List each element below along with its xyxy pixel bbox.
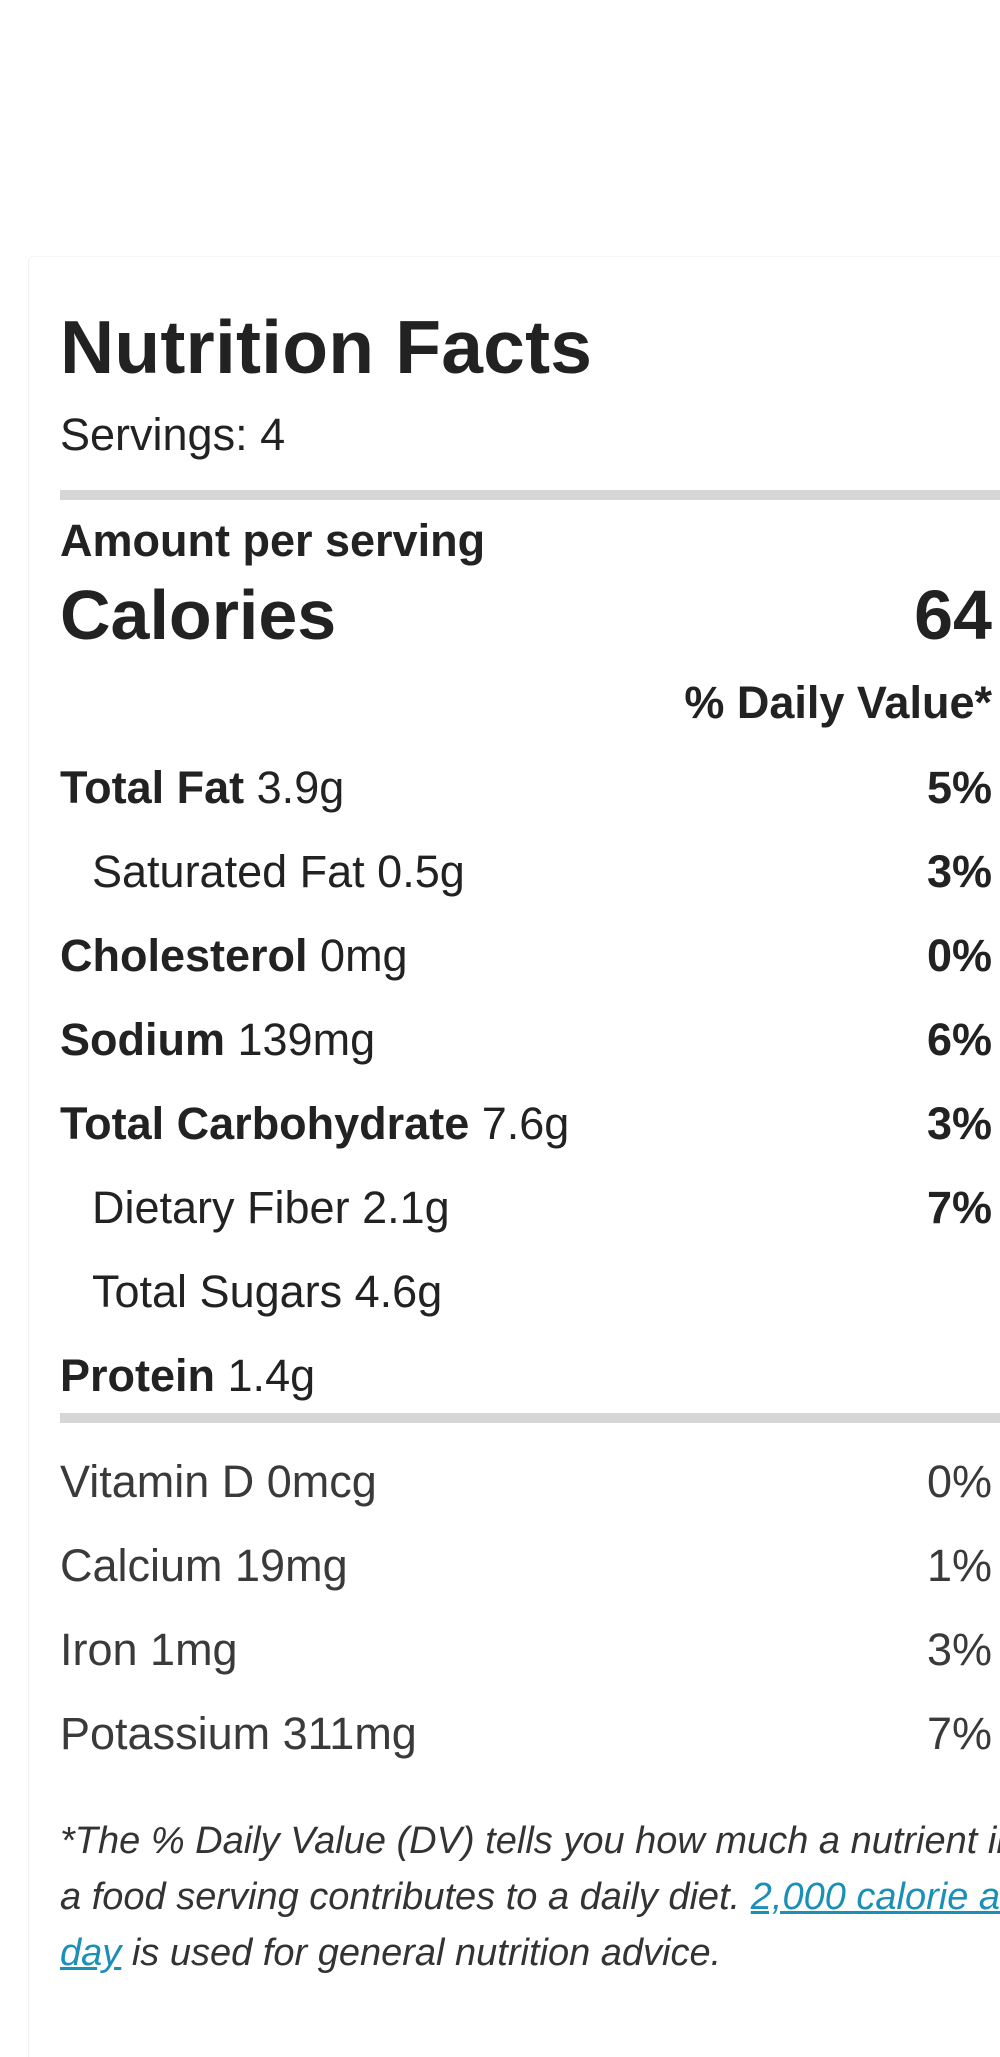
vitamin-dv: 0%	[926, 1456, 992, 1507]
nutrient-row-sodium: Sodium 139mg 6%	[60, 1017, 992, 1067]
vitamin-name: Calcium 19mg	[60, 1540, 348, 1591]
nutrition-facts-title: Nutrition Facts	[60, 305, 593, 389]
nutrient-name: Cholesterol	[60, 930, 308, 981]
nutrient-name: Total Sugars 4.6g	[92, 1266, 443, 1317]
vitamin-row-iron: Iron 1mg 3%	[60, 1627, 992, 1677]
vitamin-row-vitamin-d: Vitamin D 0mcg 0%	[60, 1459, 992, 1509]
nutrient-dv: 7%	[926, 1182, 992, 1233]
nutrient-amount: 7.6g	[469, 1098, 570, 1149]
nutrient-name: Sodium	[60, 1014, 225, 1065]
thick-divider-vitamins	[60, 1413, 1000, 1423]
calories-row: Calories 64	[60, 580, 992, 650]
calories-value: 64	[914, 576, 992, 654]
vitamin-dv: 3%	[926, 1624, 992, 1675]
nutrition-card	[28, 256, 1000, 2057]
nutrient-name: Total Fat	[60, 762, 245, 813]
nutrient-name: Saturated Fat 0.5g	[92, 846, 465, 897]
nutrient-dv: 6%	[926, 1014, 992, 1065]
nutrient-amount: 0mg	[307, 930, 408, 981]
nutrient-dv: 3%	[926, 846, 992, 897]
footnote-text-end: is used for general nutrition advice.	[121, 1932, 722, 1974]
nutrient-dv: 3%	[926, 1098, 992, 1149]
nutrient-name: Protein	[60, 1350, 216, 1401]
vitamin-dv: 7%	[926, 1708, 992, 1759]
nutrient-amount: 139mg	[225, 1014, 376, 1065]
daily-value-footnote: *The % Daily Value (DV) tells you how mu…	[60, 1813, 1000, 1981]
vitamin-row-potassium: Potassium 311mg 7%	[60, 1711, 992, 1761]
nutrient-row-cholesterol: Cholesterol 0mg 0%	[60, 933, 992, 983]
nutrient-row-total-sugars: Total Sugars 4.6g	[60, 1269, 992, 1319]
thick-divider-top	[60, 490, 1000, 500]
nutrient-row-total-carbohydrate: Total Carbohydrate 7.6g 3%	[60, 1101, 992, 1151]
nutrient-amount: 1.4g	[215, 1350, 316, 1401]
calories-label: Calories	[60, 576, 337, 654]
nutrient-dv: 0%	[926, 930, 992, 981]
vitamin-name: Potassium 311mg	[60, 1708, 417, 1759]
nutrient-row-protein: Protein 1.4g	[60, 1353, 992, 1403]
vitamin-row-calcium: Calcium 19mg 1%	[60, 1543, 992, 1593]
nutrient-row-dietary-fiber: Dietary Fiber 2.1g 7%	[60, 1185, 992, 1235]
servings-text: Servings: 4	[60, 409, 286, 460]
vitamin-name: Vitamin D 0mcg	[60, 1456, 377, 1507]
nutrient-row-total-fat: Total Fat 3.9g 5%	[60, 765, 992, 815]
vitamin-dv: 1%	[926, 1540, 992, 1591]
nutrient-name: Dietary Fiber 2.1g	[92, 1182, 450, 1233]
amount-per-serving: Amount per serving	[60, 515, 486, 566]
vitamin-name: Iron 1mg	[60, 1624, 238, 1675]
nutrient-amount: 3.9g	[244, 762, 345, 813]
nutrient-name: Total Carbohydrate	[60, 1098, 470, 1149]
nutrient-dv: 5%	[926, 762, 992, 813]
nutrient-row-saturated-fat: Saturated Fat 0.5g 3%	[60, 849, 992, 899]
footnote-text: *The % Daily Value (DV) tells you how mu…	[60, 1820, 1000, 1918]
daily-value-header: % Daily Value*	[684, 677, 992, 728]
